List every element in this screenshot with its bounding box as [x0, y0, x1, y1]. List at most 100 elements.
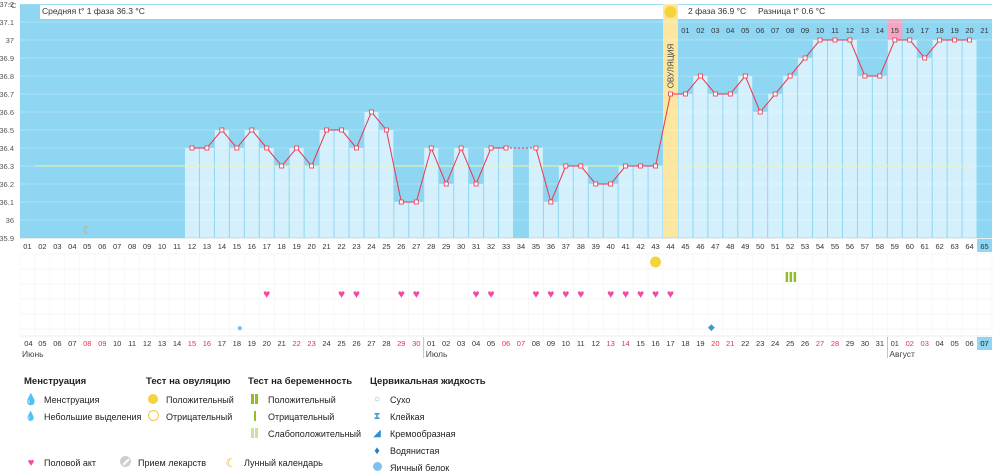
date-label: 09	[98, 339, 106, 348]
phase2-day-label: 08	[786, 26, 794, 35]
temperature-point	[638, 163, 643, 169]
intercourse-marker: ♥	[577, 287, 584, 301]
cycle-day-label: 26	[397, 242, 405, 251]
date-label: 29	[846, 339, 854, 348]
cycle-day-label: 58	[876, 242, 884, 251]
date-label: 11	[577, 339, 585, 348]
cycle-day-label: 22	[337, 242, 345, 251]
temperature-point	[563, 163, 569, 169]
cycle-day-label: 54	[816, 242, 824, 251]
date-label: 03	[457, 339, 465, 348]
temperature-point	[354, 145, 359, 151]
cycle-day-label: 56	[846, 242, 854, 251]
temperature-point	[712, 91, 718, 97]
intercourse-marker: ♥	[338, 287, 345, 301]
date-label: 16	[203, 339, 211, 348]
legend-menstruation: Менструация 💧 Менструация 💧 Небольшие выде…	[24, 376, 141, 425]
temperature-bar	[484, 148, 499, 238]
date-label: 30	[861, 339, 869, 348]
phase2-day-label: 03	[711, 26, 719, 35]
date-label: 18	[233, 339, 241, 348]
intercourse-marker: ♥	[413, 287, 420, 301]
cycle-day-label: 19	[292, 242, 300, 251]
cycle-day-label: 59	[891, 242, 899, 251]
cycle-day-label: 10	[158, 242, 166, 251]
legend-pregnancy-negative: Отрицательный	[268, 411, 335, 422]
date-label: 04	[472, 339, 480, 348]
temperature-point	[219, 127, 225, 133]
date-label: 25	[337, 339, 345, 348]
moon-icon: ☾	[225, 455, 237, 470]
temperature-bar	[932, 40, 947, 238]
cycle-day-label: 24	[367, 242, 375, 251]
temperature-point	[967, 37, 972, 43]
y-tick-label: 36.1	[0, 198, 14, 207]
temperature-bar	[364, 112, 379, 238]
date-label: 04	[24, 339, 32, 348]
cycle-day-label: 52	[786, 242, 794, 251]
y-tick-label: 36.3	[0, 162, 14, 171]
temperature-bar	[603, 184, 618, 238]
cycle-day-label: 12	[188, 242, 196, 251]
phase2-day-label: 12	[846, 26, 854, 35]
temperature-point	[383, 127, 389, 133]
date-label: 20	[263, 339, 271, 348]
legend-pregnancy-weak: Слабоположительный	[268, 428, 362, 439]
current-date-label: 07	[980, 339, 988, 348]
temperature-point	[727, 91, 733, 97]
date-label: 07	[68, 339, 76, 348]
cycle-day-label: 42	[636, 242, 644, 251]
legend-ovulation-negative: Отрицательный	[166, 411, 233, 422]
temperature-point	[817, 37, 823, 43]
temperature-point	[324, 127, 329, 133]
cycle-day-label: 45	[681, 242, 689, 251]
cycle-day-label: 09	[143, 242, 151, 251]
sticky-icon: ⧗	[373, 411, 381, 422]
cycle-day-label: 31	[472, 242, 480, 251]
phase2-day-label: 05	[741, 26, 749, 35]
intercourse-marker: ♥	[547, 287, 554, 301]
date-label: 12	[143, 339, 151, 348]
y-tick-label: 36.2	[0, 180, 14, 189]
temperature-bar	[184, 148, 199, 238]
legend-pregnancy-positive: Положительный	[268, 394, 336, 405]
temperature-point	[877, 73, 883, 79]
cycle-day-label: 43	[651, 242, 659, 251]
date-label: 15	[636, 339, 644, 348]
date-label: 07	[980, 339, 988, 348]
cycle-day-label: 37	[562, 242, 570, 251]
cycle-day-label: 53	[801, 242, 809, 251]
temperature-point	[922, 55, 928, 61]
date-label: 24	[771, 339, 779, 348]
intercourse-marker: ♥	[532, 287, 539, 301]
legend-cervical-sticky: Клейкая	[390, 411, 425, 422]
temperature-point	[294, 145, 300, 151]
phase2-day-label: 11	[831, 26, 839, 35]
phase1-header-box	[40, 5, 680, 19]
cycle-day-label: 29	[442, 242, 450, 251]
cervical-marker: ●	[237, 323, 243, 334]
drop-icon: 💧	[24, 394, 38, 406]
cycle-day-label: 63	[950, 242, 958, 251]
cycle-day-label: 05	[83, 242, 91, 251]
legend-cervical-creamy: Кремообразная	[390, 428, 456, 439]
cervical-marker: ◆	[708, 322, 715, 332]
temperature-bar	[828, 40, 842, 238]
date-label: 14	[173, 339, 181, 348]
date-label: 19	[248, 339, 256, 348]
cycle-day-label: 18	[278, 242, 286, 251]
cycle-day-label: 60	[906, 242, 914, 251]
date-label: 22	[741, 339, 749, 348]
date-label: 07	[517, 339, 525, 348]
date-label: 27	[816, 339, 824, 348]
intercourse-marker: ♥	[667, 287, 674, 301]
ovulation-test-marker	[650, 256, 662, 268]
temperature-point	[234, 145, 240, 151]
dry-icon: ○	[373, 394, 381, 405]
pregnancy-weak-icon	[251, 427, 259, 440]
date-label: 17	[666, 339, 674, 348]
legend-cervical-watery: Водянистая	[390, 445, 440, 456]
temperature-bar	[349, 148, 364, 238]
phase2-day-label: 06	[756, 26, 764, 35]
